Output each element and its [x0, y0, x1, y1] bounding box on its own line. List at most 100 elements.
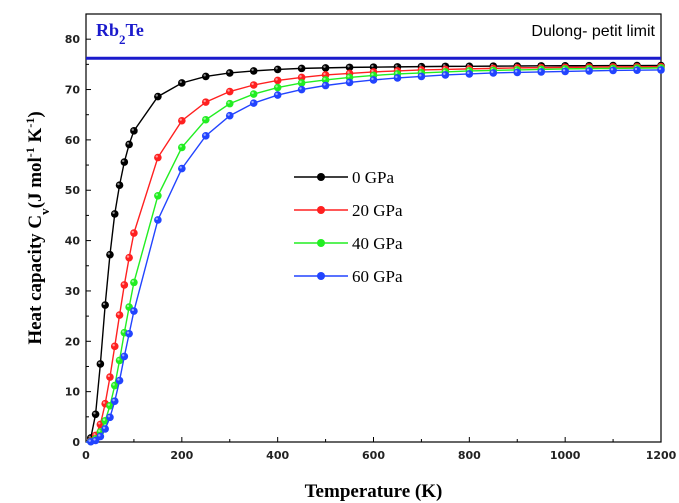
- data-point-highlight: [323, 65, 326, 68]
- data-point-highlight: [299, 87, 302, 90]
- data-point-highlight: [490, 70, 494, 74]
- data-point-highlight: [323, 72, 326, 76]
- series-group: [85, 62, 665, 445]
- legend-label: 60 GPa: [352, 267, 403, 286]
- x-tick-label: 200: [170, 449, 193, 462]
- data-point: [106, 250, 114, 259]
- data-point: [110, 210, 119, 218]
- compound-main: Rb: [96, 20, 119, 40]
- data-point-highlight: [203, 133, 206, 136]
- data-point-highlight: [227, 113, 230, 116]
- data-point-highlight: [203, 99, 206, 103]
- data-point-highlight: [323, 83, 326, 86]
- data-point-highlight: [155, 94, 158, 97]
- data-point: [125, 140, 133, 149]
- data-point: [120, 158, 129, 166]
- data-point-highlight: [102, 302, 106, 306]
- data-point: [130, 127, 138, 135]
- y-title-subscript: v: [37, 208, 52, 215]
- y-tick-label: 40: [65, 235, 81, 248]
- data-point: [96, 432, 105, 441]
- data-point-highlight: [467, 71, 470, 75]
- data-point-highlight: [538, 69, 542, 73]
- data-point-highlight: [395, 75, 398, 79]
- data-point-highlight: [98, 422, 101, 425]
- y-title-sup2: -1: [23, 118, 37, 128]
- data-point-highlight: [371, 77, 374, 81]
- data-point: [297, 79, 306, 87]
- data-point-highlight: [227, 89, 230, 92]
- data-point-highlight: [102, 401, 106, 404]
- x-tick-label: 600: [362, 449, 385, 462]
- data-point-highlight: [347, 75, 350, 78]
- legend-swatch-marker: [317, 206, 325, 214]
- y-title-prefix: Heat capacity C: [25, 215, 46, 345]
- data-point-highlight: [371, 69, 374, 73]
- data-point-highlight: [299, 75, 302, 78]
- data-point-highlight: [395, 71, 398, 75]
- data-point: [225, 99, 234, 108]
- y-tick-label: 60: [65, 134, 81, 147]
- data-point: [154, 216, 162, 224]
- data-point-highlight: [299, 66, 302, 69]
- data-point-highlight: [102, 426, 106, 430]
- x-tick-label: 800: [458, 449, 481, 462]
- data-point: [101, 301, 109, 309]
- data-point: [130, 229, 138, 237]
- data-point-highlight: [117, 378, 120, 381]
- data-point: [101, 425, 109, 433]
- data-point: [369, 76, 378, 84]
- data-point: [201, 72, 210, 81]
- y-title-unit-mid: K: [25, 127, 46, 147]
- data-point-highlight: [117, 312, 120, 316]
- x-tick-label: 1000: [550, 449, 581, 462]
- data-point: [657, 66, 665, 74]
- data-point-highlight: [98, 434, 101, 437]
- data-point-highlight: [227, 70, 230, 74]
- data-point-highlight: [275, 78, 278, 81]
- data-point-highlight: [443, 72, 446, 76]
- data-point: [178, 116, 186, 125]
- data-point-highlight: [88, 439, 91, 442]
- data-point-highlight: [634, 67, 638, 71]
- data-point-highlight: [112, 398, 115, 402]
- data-point-highlight: [93, 438, 96, 441]
- data-point: [225, 69, 234, 77]
- compound-subscript: 2: [119, 32, 126, 47]
- data-point-highlight: [122, 159, 125, 163]
- data-point-highlight: [107, 415, 111, 418]
- series-line: [85, 67, 662, 443]
- data-point: [201, 115, 210, 124]
- data-point-highlight: [275, 92, 278, 96]
- data-point-highlight: [126, 304, 130, 308]
- data-point-highlight: [112, 383, 115, 386]
- data-point: [273, 83, 282, 92]
- data-point-highlight: [586, 68, 590, 71]
- data-point: [178, 79, 186, 87]
- data-point: [513, 68, 522, 77]
- y-title-sup1: -1: [23, 147, 37, 157]
- data-point-highlight: [514, 70, 518, 73]
- data-point-highlight: [179, 166, 182, 169]
- data-point: [273, 91, 282, 99]
- data-point: [297, 85, 306, 94]
- y-tick-label: 20: [65, 335, 81, 348]
- data-point-highlight: [347, 80, 350, 83]
- data-point-highlight: [126, 142, 130, 145]
- data-point: [178, 164, 186, 173]
- data-point-highlight: [131, 308, 135, 312]
- y-axis-title: Heat capacity Cv(J mol-1 K-1): [23, 111, 52, 344]
- data-point-highlight: [98, 429, 101, 433]
- data-point: [561, 67, 569, 76]
- data-point-highlight: [251, 82, 254, 86]
- data-point-highlight: [275, 67, 278, 70]
- legend-item: 0 GPa: [294, 168, 394, 187]
- data-point-highlight: [347, 71, 350, 74]
- data-point-highlight: [155, 217, 158, 221]
- data-point-highlight: [371, 73, 374, 76]
- x-tick-label: 0: [82, 449, 90, 462]
- data-point: [465, 70, 474, 78]
- data-point-highlight: [112, 211, 115, 215]
- data-point: [125, 329, 133, 338]
- data-point-highlight: [203, 74, 206, 77]
